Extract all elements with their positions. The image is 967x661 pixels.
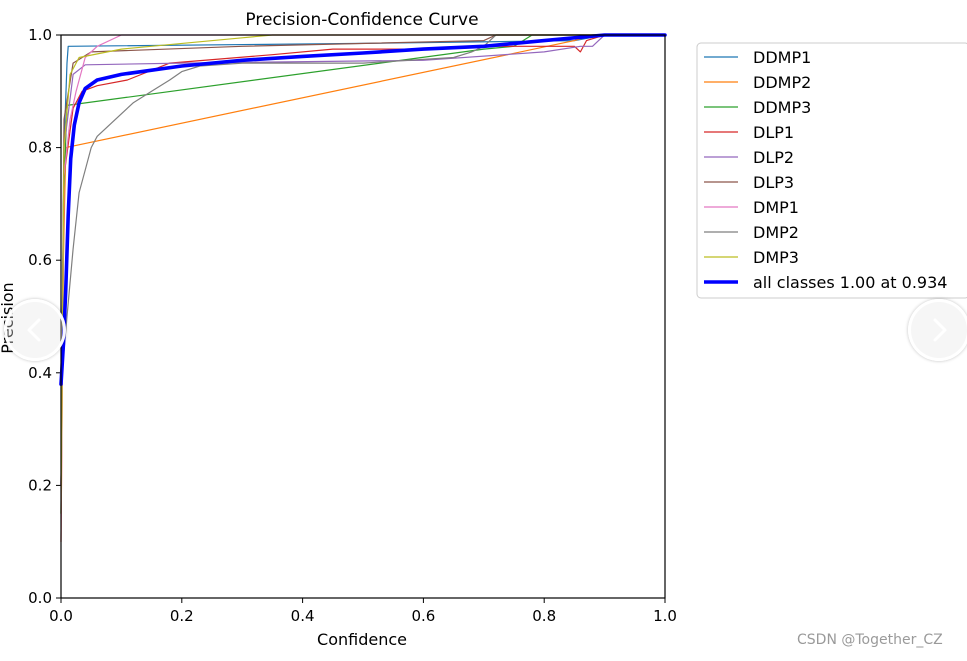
x-axis-label: Confidence xyxy=(317,630,407,649)
series-line-dmp2 xyxy=(60,34,666,385)
y-tick-label: 0.6 xyxy=(28,251,52,269)
x-tick-label: 0.8 xyxy=(532,607,556,625)
legend-label: DMP2 xyxy=(753,223,799,242)
axes-frame xyxy=(60,34,666,599)
legend: DDMP1 DDMP2 DDMP3 DLP1 DLP2 DLP3 DMP1 DMP2 DMP3 a… xyxy=(696,42,967,299)
legend-label: DLP1 xyxy=(753,123,794,142)
y-tick-label: 1.0 xyxy=(28,26,52,44)
plot-series xyxy=(59,33,667,543)
legend-box xyxy=(696,42,967,299)
legend-label: DLP3 xyxy=(753,173,794,192)
series-line-dlp3 xyxy=(60,34,666,486)
legend-label: DDMP3 xyxy=(753,98,811,117)
series-line-dmp1 xyxy=(60,34,666,543)
x-tick-label: 0.6 xyxy=(411,607,435,625)
legend-label: all classes 1.00 at 0.934 xyxy=(753,273,947,292)
chevron-right-icon xyxy=(933,318,947,342)
legend-label: DMP1 xyxy=(753,198,799,217)
series-line-ddmp1 xyxy=(60,34,666,486)
x-tick-label: 1.0 xyxy=(653,607,677,625)
next-image-button[interactable] xyxy=(908,299,967,361)
chevron-left-icon xyxy=(27,318,41,342)
series-line-dmp3 xyxy=(60,34,666,515)
series-line-all-classes-1-00-at-0-934 xyxy=(59,33,667,386)
y-tick-label: 0.8 xyxy=(28,139,52,157)
chart-title: Precision-Confidence Curve xyxy=(245,10,478,30)
legend-label: DLP2 xyxy=(753,148,794,167)
axis-ticks: 0.0 0.2 0.4 0.6 0.8 1.0 0.0 0.2 0.4 0.6 0.8 1.0 xyxy=(28,26,677,625)
legend-label: DDMP2 xyxy=(753,73,811,92)
y-tick-label: 0.0 xyxy=(28,589,52,607)
series-line-dlp2 xyxy=(60,34,666,486)
y-tick-label: 0.4 xyxy=(28,364,52,382)
y-tick-label: 0.2 xyxy=(28,476,52,494)
series-line-dlp1 xyxy=(60,34,666,486)
x-tick-label: 0.0 xyxy=(49,607,73,625)
legend-label: DDMP1 xyxy=(753,48,811,67)
previous-image-button[interactable] xyxy=(4,299,66,361)
x-tick-label: 0.2 xyxy=(170,607,194,625)
series-line-ddmp2 xyxy=(60,34,666,543)
x-tick-label: 0.4 xyxy=(291,607,315,625)
legend-label: DMP3 xyxy=(753,248,799,267)
watermark: CSDN @Together_CZ xyxy=(797,632,943,648)
series-line-ddmp3 xyxy=(60,34,666,515)
